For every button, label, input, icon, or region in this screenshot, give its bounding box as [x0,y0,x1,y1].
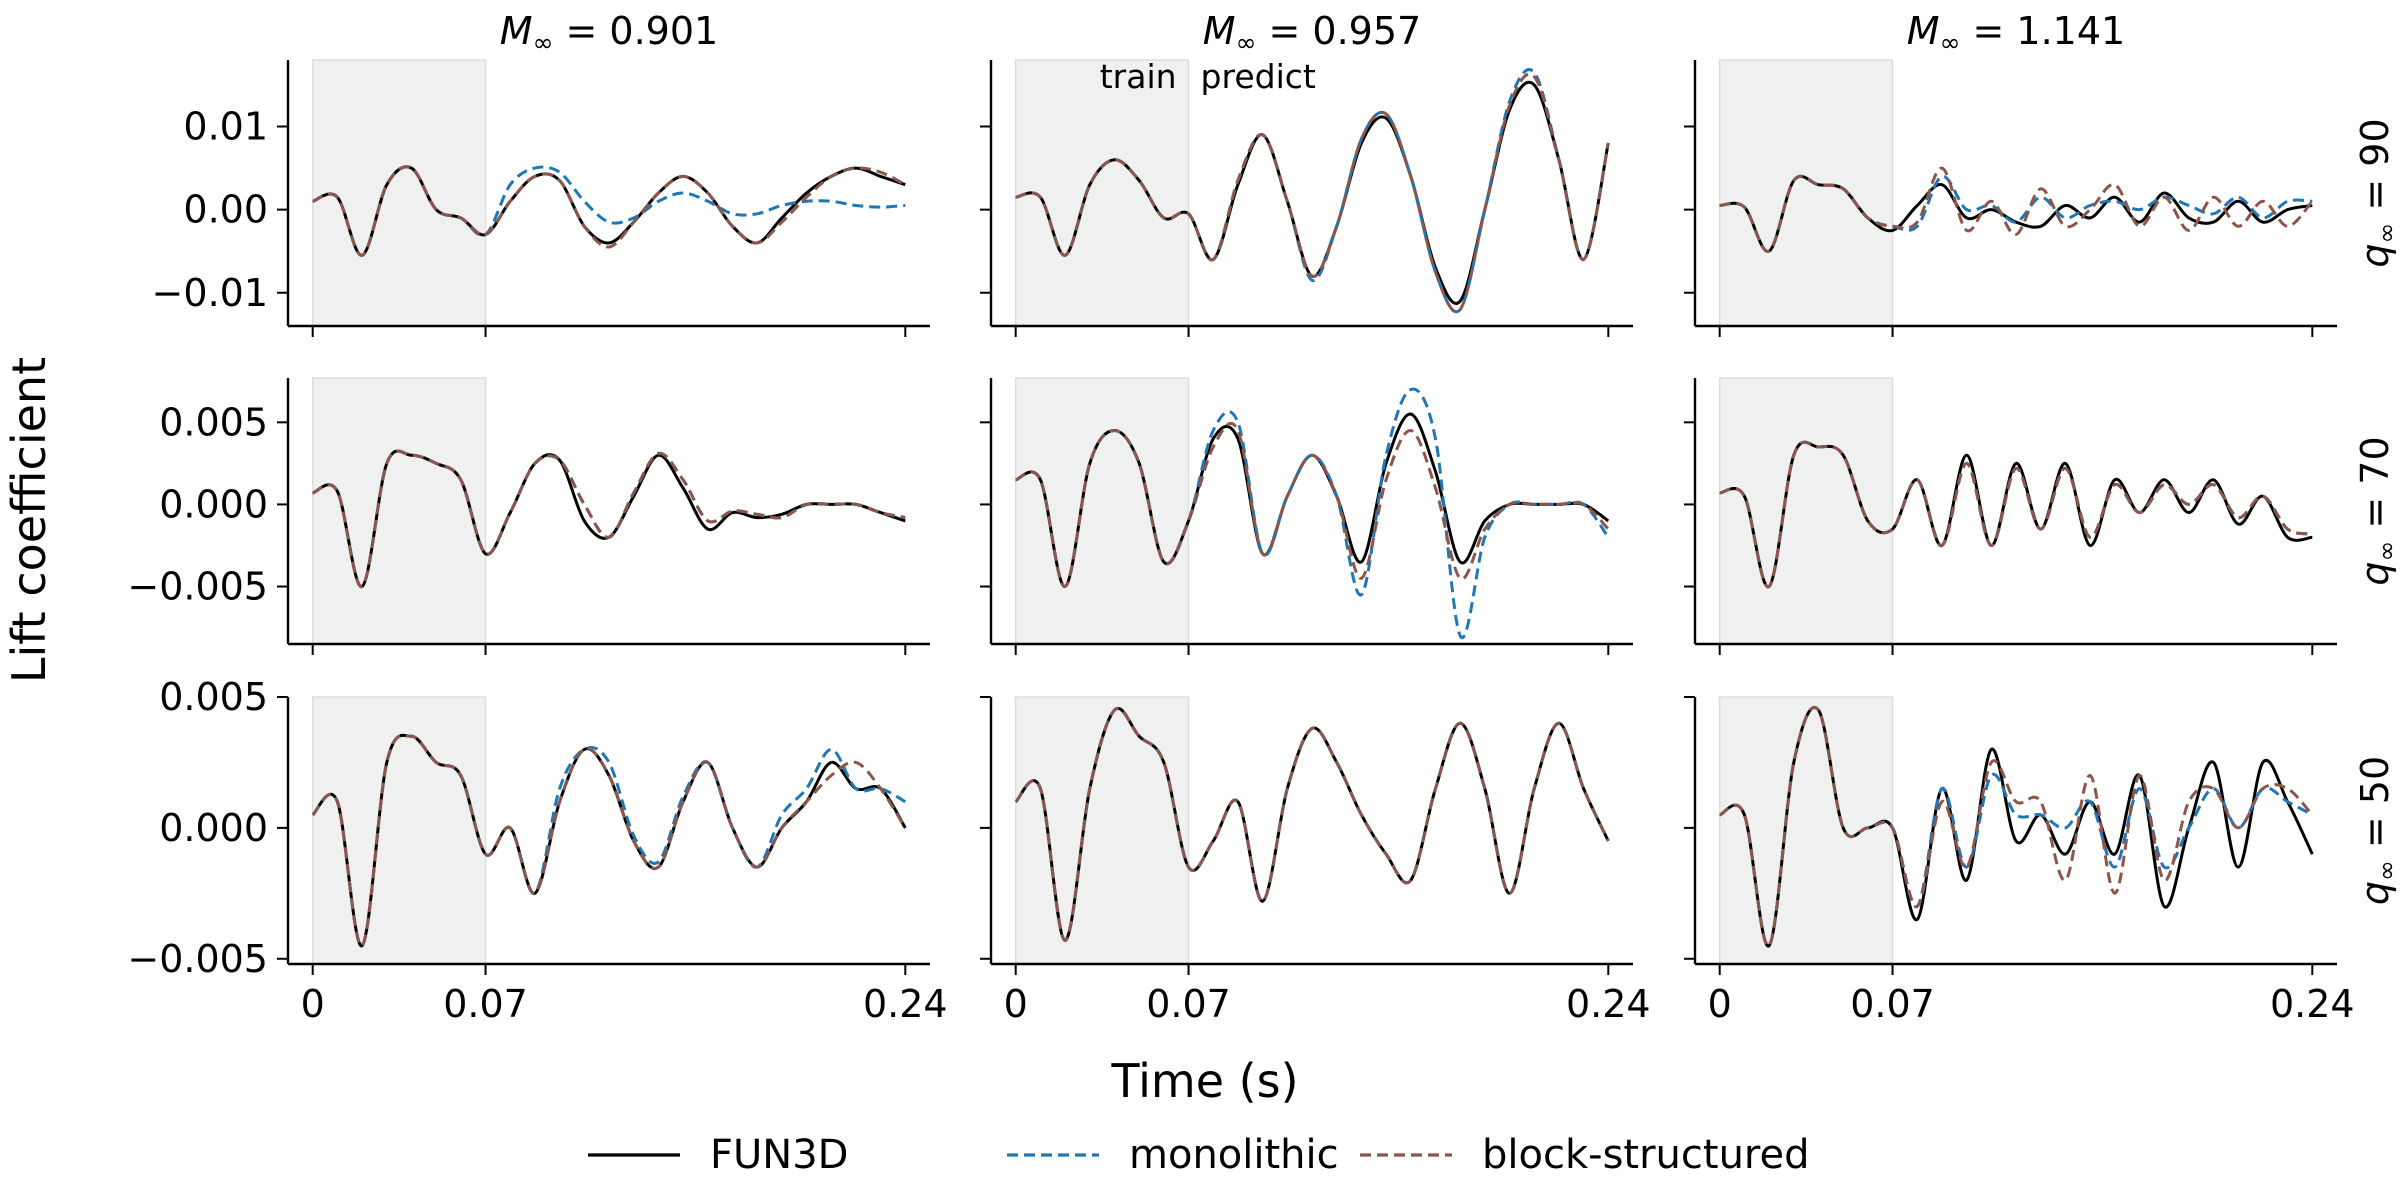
panel-r1-c2 [1684,377,2337,655]
y-tick-label: −0.005 [127,565,268,609]
panel-r2-c2: 0 0.07 0.24 [1684,696,2355,1026]
panel-r0-c1: train predict [980,57,1633,337]
series-line-block-structured [1015,72,1610,314]
column-title-2: M∞ = 0.957 [1203,9,1421,57]
train-window [1718,59,1894,327]
legend-label: monolithic [1129,1132,1339,1178]
panel-r1-c1 [980,377,1633,655]
train-window [1718,696,1894,965]
panel-r2-c0: 0 0.07 0.24 0.005 0.000 −0.005 [127,675,947,1026]
series-line-monolithic [1719,174,2313,253]
y-tick-label: 0.000 [159,482,268,526]
panel-r2-c1: 0 0.07 0.24 [980,696,1651,1026]
series-line-block-structured [1719,166,2314,253]
series-line-block-structured [1015,421,1610,589]
legend: FUN3D monolithic block-structured [588,1132,1809,1178]
panel-r1-c0: 0.005 0.000 −0.005 [127,377,930,655]
x-tick-label: 0 [1708,982,1732,1026]
row-title-1: q∞ = 90 [2353,118,2400,267]
x-tick-label: 0.07 [1850,982,1935,1026]
train-window [1014,377,1190,645]
legend-label: FUN3D [710,1132,848,1178]
panel-grid: 0.01 0.00 −0.01 train predict 0.005 0.000 −0.00… [127,9,2400,1026]
legend-item-monolithic: monolithic [1007,1132,1339,1178]
y-tick-label: −0.005 [127,937,268,981]
x-tick-label: 0.07 [1146,982,1231,1026]
x-tick-label: 0.24 [1566,982,1651,1026]
y-tick-label: 0.000 [159,806,268,850]
y-tick-label: 0.005 [159,400,268,444]
y-tick-label: 0.005 [159,675,268,719]
train-window [311,377,487,645]
row-title-2: q∞ = 70 [2353,436,2400,585]
series-line-block-structured [1719,706,2314,948]
series-line-block-structured [312,165,906,257]
column-title-3: M∞ = 1.141 [1907,9,2125,57]
x-tick-label: 0 [301,982,325,1026]
train-window [311,59,487,327]
y-tick-label: 0.00 [183,188,268,232]
series-line-block-structured [1014,706,1610,942]
x-tick-label: 0 [1004,982,1028,1026]
x-tick-label: 0.07 [443,982,528,1026]
series-line-block-structured [312,449,906,589]
x-tick-label: 0.24 [2270,982,2355,1026]
panel-r0-c2 [1684,59,2337,337]
y-tick-label: 0.01 [183,105,268,149]
panel-r0-c0: 0.01 0.00 −0.01 [152,59,930,337]
legend-label: block-structured [1482,1132,1809,1178]
column-title-1: M∞ = 0.901 [500,9,718,57]
series-line-monolithic [311,733,907,948]
x-axis-label: Time (s) [1110,1054,1298,1108]
legend-item-block-structured: block-structured [1360,1132,1809,1178]
series-line-fun3d [1719,174,2313,253]
train-window [1014,59,1190,327]
legend-item-fun3d: FUN3D [588,1132,848,1178]
series-line-block-structured [311,733,907,948]
train-label: train [1100,57,1177,96]
x-tick-label: 0.24 [863,982,948,1026]
train-window [1718,377,1894,645]
predict-label: predict [1201,57,1316,96]
row-title-3: q∞ = 50 [2353,756,2400,905]
y-tick-label: −0.01 [152,271,268,315]
y-axis-label: Lift coefficient [2,357,56,683]
